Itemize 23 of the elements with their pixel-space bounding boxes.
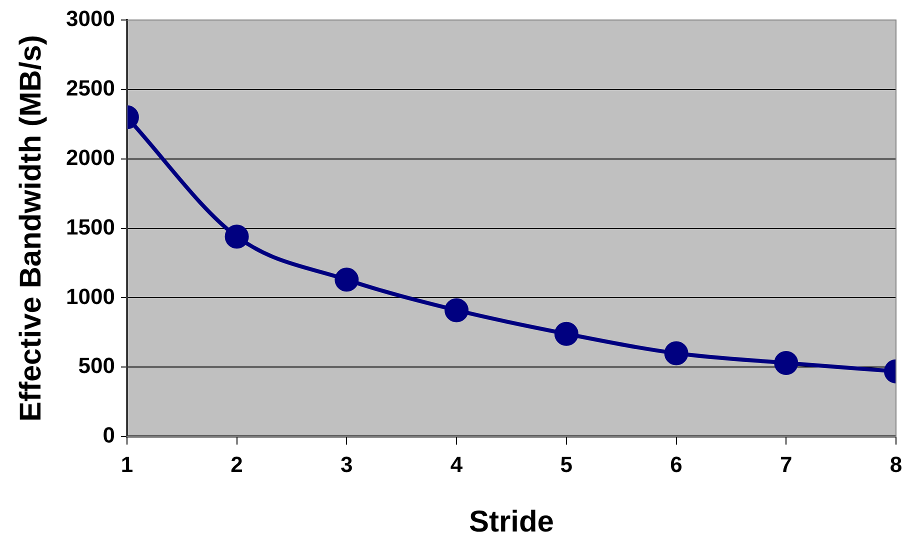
y-tick-label: 2500 bbox=[66, 75, 115, 100]
point bbox=[554, 322, 578, 346]
x-tick-label: 2 bbox=[230, 452, 243, 477]
y-tick-label: 0 bbox=[102, 422, 115, 448]
x-tick-label: 5 bbox=[560, 452, 573, 477]
x-tick-label: 7 bbox=[780, 452, 792, 477]
y-tick-label: 1500 bbox=[66, 214, 115, 240]
point bbox=[224, 224, 249, 249]
x-tick-label: 3 bbox=[340, 452, 353, 477]
y-tick-label: 1000 bbox=[66, 284, 115, 309]
y-tick-label: 500 bbox=[78, 353, 115, 378]
point bbox=[774, 351, 798, 375]
point bbox=[444, 298, 469, 322]
y-tick-label: 2000 bbox=[66, 144, 115, 170]
x-tick-label: 1 bbox=[120, 452, 134, 477]
x-tick-label: 4 bbox=[450, 452, 464, 477]
x-axis-title: Stride bbox=[468, 505, 554, 538]
y-axis-title: Effective Bandwidth (MB/s) bbox=[14, 34, 48, 422]
y-tick-label: 3000 bbox=[66, 6, 115, 32]
point bbox=[664, 341, 688, 366]
point bbox=[334, 268, 359, 292]
x-tick-label: 6 bbox=[670, 452, 682, 477]
x-tick-label: 8 bbox=[890, 452, 902, 477]
